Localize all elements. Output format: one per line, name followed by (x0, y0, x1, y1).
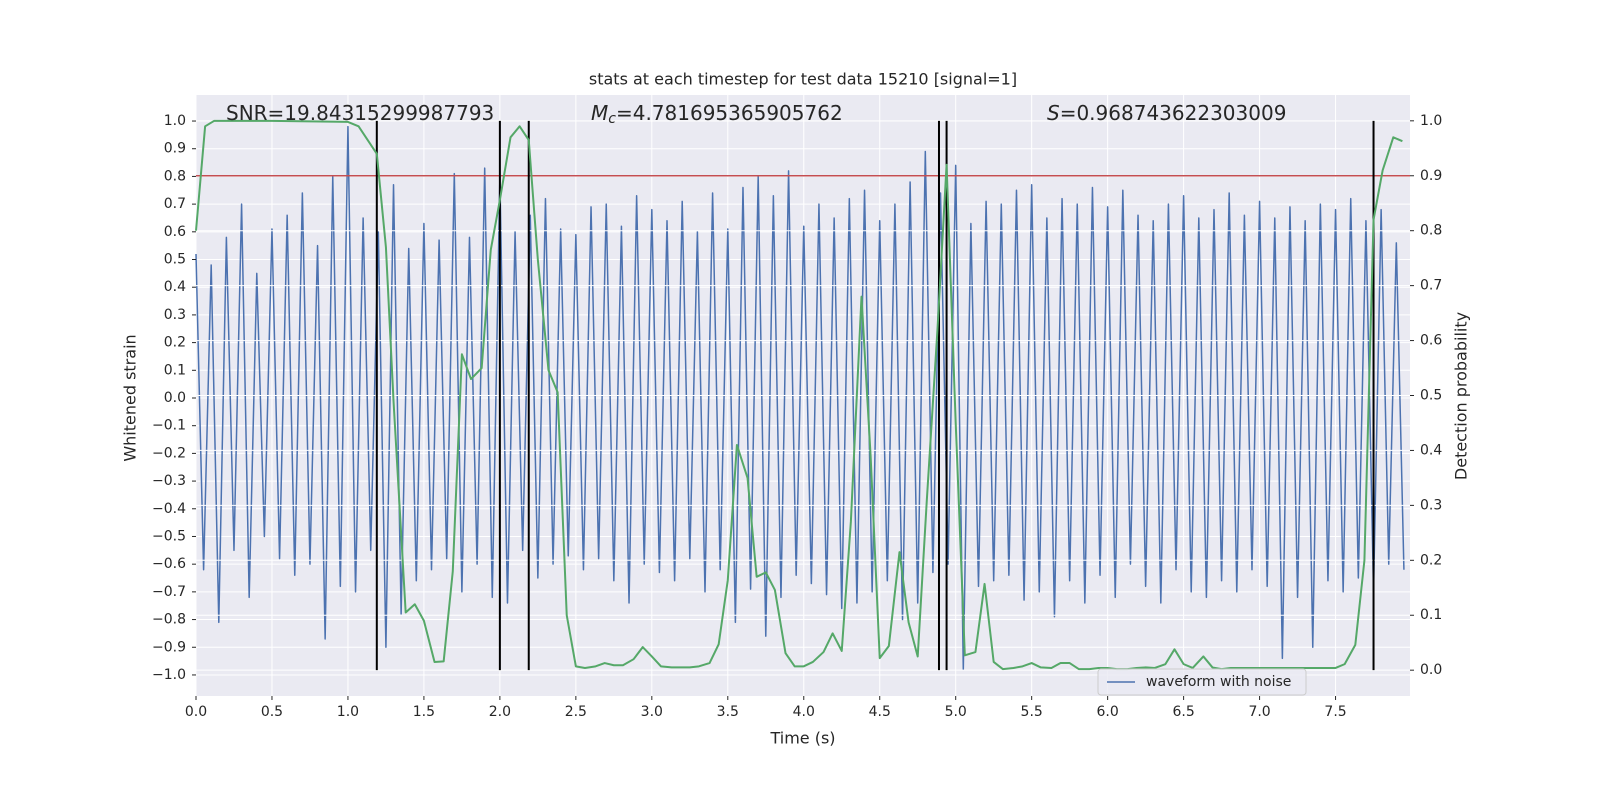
y-tick-label: −0.8 (152, 612, 186, 628)
annotation: SNR=19.84315299987793 (226, 101, 494, 125)
y2-tick-label: 0.0 (1420, 662, 1442, 678)
y2-tick-label: 0.9 (1420, 168, 1442, 184)
legend-label: waveform with noise (1146, 674, 1291, 690)
series-line (195, 119, 1403, 671)
x-tick-label: 2.5 (565, 704, 587, 720)
y-tick-label: −1.0 (152, 667, 186, 683)
x-tick-label: 6.5 (1172, 704, 1194, 720)
x-tick-label: 1.5 (413, 704, 435, 720)
y2-axis-label: Detection probability (1452, 312, 1471, 480)
x-tick-label: 7.5 (1324, 704, 1346, 720)
y-tick-label: 0.4 (164, 279, 186, 295)
y2-tick-label: 0.2 (1420, 552, 1442, 568)
foreground-layer: waveform with noise (195, 119, 1410, 696)
y-tick-label: −0.2 (152, 445, 186, 461)
y2-tick-label: 0.8 (1420, 223, 1442, 239)
annotation: S=0.968743622303009 (1047, 101, 1286, 125)
y-tick-label: 0.1 (164, 362, 186, 378)
y-tick-label: 0.3 (164, 307, 186, 323)
y-tick-label: −0.5 (152, 528, 186, 544)
chart-title: stats at each timestep for test data 152… (589, 70, 1017, 89)
y-tick-label: 0.0 (164, 390, 186, 406)
annotation-text: =0.968743622303009 (1060, 101, 1287, 125)
y2-tick-label: 0.5 (1420, 388, 1442, 404)
y-tick-label: −0.6 (152, 556, 186, 572)
y-tick-label: 0.6 (164, 224, 186, 240)
y-tick-label: 0.8 (164, 168, 186, 184)
x-tick-label: 0.5 (261, 704, 283, 720)
x-axis-label: Time (s) (769, 729, 835, 748)
x-tick-label: 7.0 (1248, 704, 1270, 720)
x-tick-label: 0.0 (185, 704, 207, 720)
y2-tick-label: 1.0 (1420, 113, 1442, 129)
annotation-symbol: M (591, 101, 608, 125)
y-tick-label: 0.9 (164, 141, 186, 157)
y-axis-label: Whitened strain (121, 334, 140, 461)
y-tick-label: 1.0 (164, 113, 186, 129)
y2-tick-label: 0.7 (1420, 278, 1442, 294)
y2-tick-label: 0.1 (1420, 607, 1442, 623)
series-line (195, 125, 1405, 671)
x-tick-label: 5.0 (945, 704, 967, 720)
y-tick-label: −0.9 (152, 639, 186, 655)
y-tick-label: −0.3 (152, 473, 186, 489)
x-tick-label: 6.0 (1097, 704, 1119, 720)
annotation-symbol: S (1047, 101, 1060, 125)
y-tick-label: −0.4 (152, 501, 186, 517)
y-tick-label: −0.1 (152, 418, 186, 434)
x-tick-label: 3.5 (717, 704, 739, 720)
legend-box (1097, 668, 1307, 696)
y2-tick-label: 0.3 (1420, 497, 1442, 513)
x-tick-label: 5.5 (1021, 704, 1043, 720)
y2-tick-label: 0.6 (1420, 333, 1442, 349)
y-tick-label: 0.7 (164, 196, 186, 212)
x-tick-label: 4.5 (869, 704, 891, 720)
y-tick-label: 0.5 (164, 252, 186, 268)
annotation-text: =4.781695365905762 (616, 101, 843, 125)
x-tick-label: 1.0 (337, 704, 359, 720)
y-tick-label: −0.7 (152, 584, 186, 600)
y2-tick-label: 0.4 (1420, 442, 1442, 458)
x-tick-label: 4.0 (793, 704, 815, 720)
annotation: Mc=4.781695365905762 (591, 101, 843, 128)
x-tick-label: 2.0 (489, 704, 511, 720)
x-tick-label: 3.0 (641, 704, 663, 720)
annotation-text: SNR=19.84315299987793 (226, 101, 494, 125)
y-tick-label: 0.2 (164, 335, 186, 351)
annotation-subscript: c (608, 111, 616, 127)
